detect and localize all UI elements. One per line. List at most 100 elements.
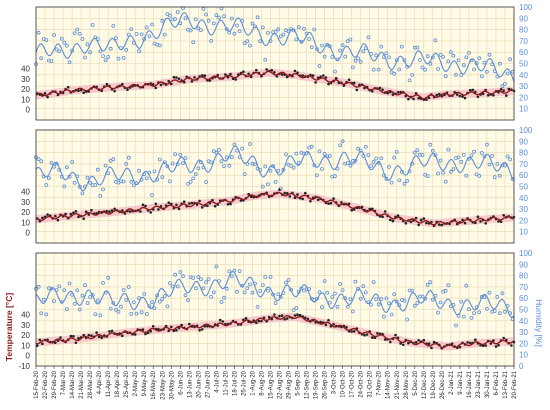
temperature-point	[141, 203, 145, 207]
temperature-point	[182, 200, 186, 203]
y-tick-label-temperature: 30	[21, 321, 30, 330]
y-tick-label-humidity: 50	[519, 306, 528, 315]
temperature-point	[412, 97, 415, 101]
humidity-point	[325, 290, 330, 295]
humidity-point	[160, 18, 165, 23]
humidity-point	[114, 36, 118, 41]
temperature-point	[425, 221, 428, 225]
humidity-point	[54, 161, 59, 166]
humidity-point	[366, 153, 371, 158]
humidity-point	[407, 78, 412, 83]
y-tick-label-temperature: 30	[21, 75, 30, 84]
temperature-point	[419, 218, 423, 222]
humidity-point	[103, 163, 108, 168]
humidity-point	[358, 59, 363, 64]
humidity-point	[44, 38, 49, 42]
humidity-point	[165, 12, 170, 17]
temperature-point	[54, 214, 57, 218]
temperature-point	[283, 318, 287, 321]
temperature-point	[218, 318, 222, 322]
temperature-point	[265, 68, 268, 71]
humidity-point	[131, 300, 136, 305]
temperature-point	[206, 324, 209, 328]
humidity-point	[235, 289, 239, 294]
y-tick-label-temperature: 0	[26, 352, 31, 361]
humidity-point	[428, 280, 433, 285]
x-tick-label: 8-Aug-20	[260, 370, 266, 395]
humidity-point	[399, 44, 404, 49]
humidity-point	[410, 73, 415, 77]
temperature-point	[144, 332, 147, 336]
humidity-point	[57, 49, 62, 54]
temperature-line	[35, 70, 515, 100]
temperature-point	[285, 192, 289, 195]
temperature-point	[502, 214, 506, 217]
humidity-point	[469, 153, 474, 158]
temperature-point	[87, 213, 91, 216]
temperature-point	[273, 313, 276, 316]
x-tick-label: 10-Oct-20	[341, 370, 347, 397]
temperature-point	[407, 97, 410, 101]
humidity-point	[353, 58, 358, 63]
humidity-point	[284, 280, 288, 285]
humidity-point	[134, 32, 139, 36]
humidity-point	[317, 64, 322, 68]
humidity-point	[348, 37, 353, 42]
temperature-point	[298, 313, 302, 317]
humidity-point	[353, 158, 358, 163]
y-tick-label-humidity: 30	[519, 82, 528, 91]
temperature-point	[54, 341, 57, 345]
plot-frame	[35, 6, 515, 121]
humidity-point	[57, 284, 62, 289]
humidity-point	[415, 148, 420, 153]
temperature-point	[100, 336, 103, 340]
temperature-point	[296, 313, 299, 317]
temperature-point	[206, 204, 209, 207]
humidity-point	[139, 310, 144, 315]
temperature-line	[35, 314, 515, 349]
humidity-point	[363, 290, 368, 295]
temperature-point	[59, 336, 62, 339]
y-tick-label-humidity: 10	[519, 228, 528, 237]
temperature-point	[466, 341, 469, 344]
humidity-point	[137, 168, 142, 173]
humidity-point	[217, 15, 221, 20]
temperature-point	[350, 330, 354, 333]
temperature-point	[267, 315, 271, 319]
humidity-point	[376, 67, 381, 72]
humidity-point	[417, 58, 422, 62]
temperature-point	[275, 75, 279, 78]
humidity-point	[322, 54, 327, 59]
temperature-point	[200, 328, 204, 331]
humidity-point	[52, 33, 56, 37]
temperature-point	[492, 339, 495, 342]
temperature-point	[46, 213, 49, 216]
humidity-point	[340, 288, 345, 293]
humidity-point	[438, 53, 443, 57]
temperature-point	[438, 92, 441, 96]
temperature-point	[332, 197, 335, 200]
humidity-point	[214, 264, 219, 269]
humidity-point	[387, 301, 391, 306]
humidity-point	[338, 48, 343, 53]
temperature-point	[200, 206, 204, 209]
temperature-point	[332, 323, 335, 326]
temperature-point	[311, 74, 315, 77]
humidity-point	[255, 304, 260, 309]
y-tick-label-temperature: 10	[21, 95, 30, 104]
humidity-point	[374, 156, 379, 161]
temperature-point	[422, 338, 426, 342]
humidity-point	[65, 165, 69, 170]
temperature-point	[342, 84, 346, 87]
humidity-point	[402, 298, 407, 303]
humidity-point	[144, 25, 149, 30]
humidity-point	[361, 49, 366, 54]
humidity-point	[206, 18, 211, 23]
y-tick-label-humidity: 0	[519, 362, 524, 371]
x-tick-label: 19-Dec-20	[431, 370, 437, 399]
y-tick-label-humidity: 60	[519, 48, 528, 57]
humidity-point	[206, 277, 211, 282]
x-tick-label: 26-Dec-20	[440, 370, 446, 399]
